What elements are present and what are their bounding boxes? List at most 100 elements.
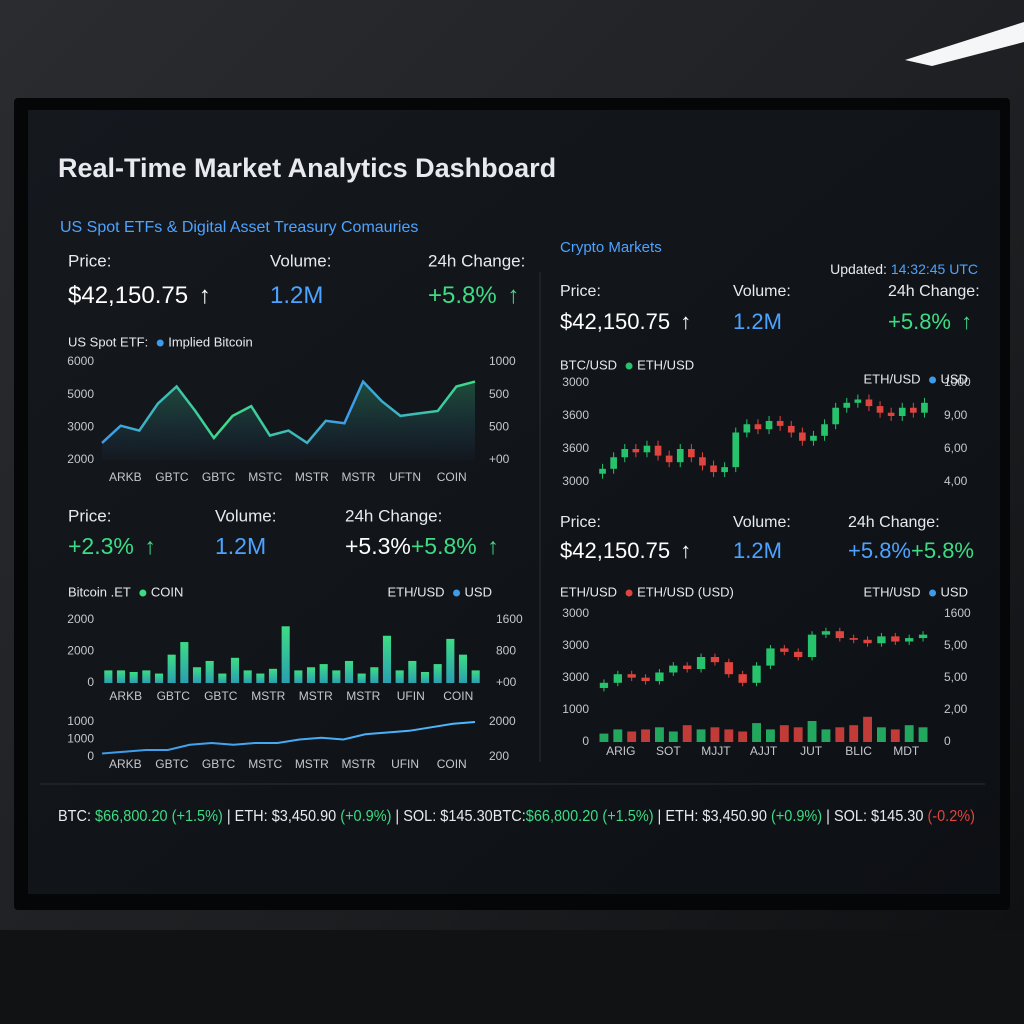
ceiling-light xyxy=(905,22,1024,66)
bar xyxy=(395,670,404,683)
stat-value-part: +5.8% ↑ xyxy=(428,282,519,309)
axis-label: 0 xyxy=(87,749,94,763)
bar xyxy=(458,654,468,683)
legend-label: COIN xyxy=(151,584,184,599)
bar xyxy=(357,673,366,683)
candle-body xyxy=(710,657,720,663)
volume-bar xyxy=(654,727,664,742)
candle-body xyxy=(887,412,895,416)
candle-body xyxy=(754,424,762,430)
candle-body xyxy=(732,432,740,468)
bar xyxy=(344,660,354,683)
volume-bar xyxy=(613,729,623,742)
stat-value: 1.2M xyxy=(270,282,323,309)
stat-value: $42,150.75 ↑ xyxy=(68,282,211,309)
volume-bar xyxy=(779,725,789,742)
x-axis-label: MSTR xyxy=(251,689,285,703)
volume-bar xyxy=(627,731,637,742)
x-axis-label: MSTR xyxy=(346,689,380,703)
volume-bar xyxy=(793,727,803,742)
x-axis-label: MSTC xyxy=(248,470,282,484)
candle-body xyxy=(921,402,928,413)
stat-value: $42,150.75 ↑ xyxy=(560,309,691,334)
volume-bar xyxy=(876,727,886,742)
stat-label: Price: xyxy=(68,251,111,270)
axis-label: 1000 xyxy=(67,732,94,746)
candle-body xyxy=(891,636,900,642)
bar xyxy=(205,660,214,683)
stat-label: Price: xyxy=(68,506,111,525)
legend-label: USD xyxy=(941,371,968,386)
bar xyxy=(306,667,316,683)
axis-label: 2000 xyxy=(489,714,516,728)
text-part: $66,800.20 (+1.5%) xyxy=(95,808,223,825)
legend-dot xyxy=(929,589,937,597)
legend-dot xyxy=(453,589,461,597)
candle-body xyxy=(898,407,906,416)
bar xyxy=(180,642,189,683)
stat-label: 24h Change: xyxy=(345,506,442,525)
legend-dot xyxy=(156,339,164,347)
axis-label: 800 xyxy=(496,644,516,658)
legend-label: ETH/USD xyxy=(863,371,920,386)
bar xyxy=(281,626,290,683)
axis-label: 2,00 xyxy=(944,702,968,716)
candle-body xyxy=(780,648,789,652)
area-line xyxy=(101,379,476,445)
candle-body xyxy=(799,432,806,441)
bar xyxy=(370,667,379,683)
axis-label: 500 xyxy=(489,420,509,434)
legend: BTC/USD ETH/USD xyxy=(560,357,694,372)
legend-label: ETH/USD xyxy=(863,584,920,599)
candle-body xyxy=(610,457,617,469)
x-axis-label: MSTR xyxy=(295,470,329,484)
candle-body xyxy=(843,402,851,408)
candle-body xyxy=(599,468,606,474)
stat-value: +5.8% ↑ xyxy=(888,309,972,334)
x-axis-label: SOT xyxy=(656,744,681,758)
axis-label: 6,00 xyxy=(944,441,968,455)
axis-label: 4,00 xyxy=(944,474,968,488)
legend-label: Implied Bitcoin xyxy=(168,334,253,349)
stat-label: Volume: xyxy=(733,514,791,531)
candle-body xyxy=(627,674,636,678)
axis-label: 0 xyxy=(87,675,94,689)
candle-body xyxy=(721,467,728,473)
stat-value-part: 1.2M xyxy=(215,533,266,559)
stat-label: Volume: xyxy=(215,506,276,525)
volume-bar xyxy=(765,729,775,742)
bar xyxy=(382,635,392,683)
stat-label: 24h Change: xyxy=(888,283,980,300)
candle-body xyxy=(632,449,640,453)
axis-label: 1000 xyxy=(944,375,971,389)
stat-value: 1.2M xyxy=(215,533,266,559)
stat-value-part: 1.2M xyxy=(733,538,782,563)
volume-bar xyxy=(835,727,845,742)
bar xyxy=(408,660,417,683)
stat-value: +5.3%+5.8% ↑ xyxy=(345,533,499,559)
text-part: (+0.9%) xyxy=(771,808,822,825)
volume-bar xyxy=(599,733,609,742)
dashboard-subtitle: US Spot ETFs & Digital Asset Treasury Co… xyxy=(60,219,418,236)
candle-body xyxy=(849,638,858,640)
candle-body xyxy=(794,651,803,657)
candle-body xyxy=(665,455,673,463)
candle-body xyxy=(807,634,817,657)
x-axis-label: UFIN xyxy=(397,689,425,703)
candle-body xyxy=(865,399,873,407)
candle-body xyxy=(683,665,692,670)
x-axis-label: GBTC xyxy=(202,470,236,484)
x-axis-label: ARIG xyxy=(606,744,635,758)
volume-bar xyxy=(668,731,678,742)
candle-body xyxy=(876,406,884,413)
axis-label: 1000 xyxy=(562,702,589,716)
stat-value-part: +5.8% xyxy=(911,538,974,563)
stat-value-part: $42,150.75 ↑ xyxy=(560,538,691,563)
stat-value-part: +5.8% ↑ xyxy=(888,309,972,334)
candle-body xyxy=(669,665,678,673)
candle-body xyxy=(738,674,747,683)
ticker: BTC: $66,800.20 (+1.5%) | ETH: $3,450.90… xyxy=(58,808,975,825)
stat-value-part: $42,150.75 ↑ xyxy=(560,309,691,334)
legend-dot xyxy=(929,376,937,384)
axis-label: 0 xyxy=(944,734,951,748)
